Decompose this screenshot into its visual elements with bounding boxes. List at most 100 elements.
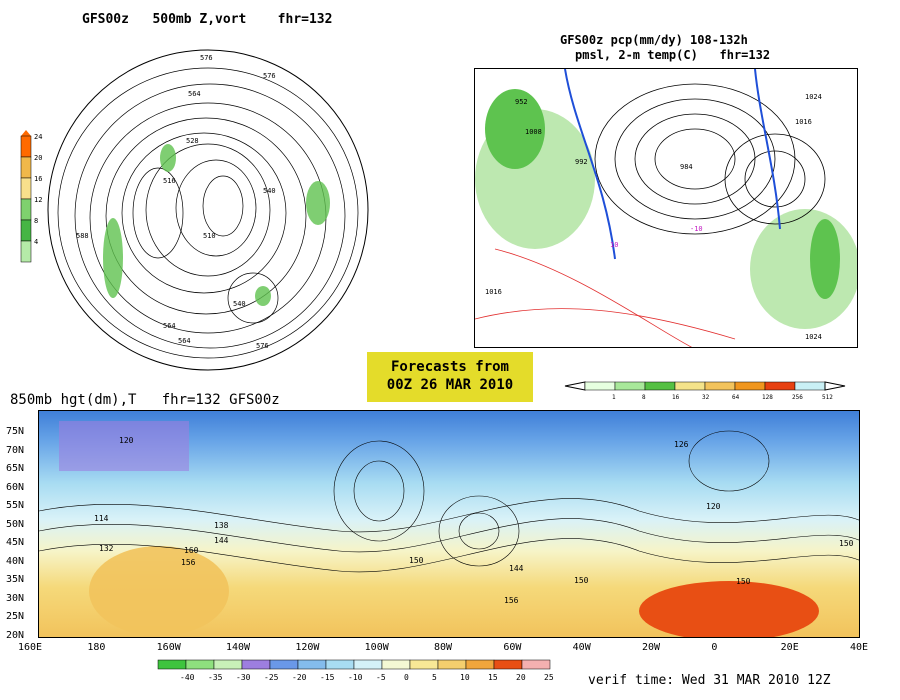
svg-text:952: 952 [515, 98, 528, 106]
colorbar-850mb-swatch [213, 659, 243, 670]
colorbar-500mb-tick: 20 [34, 154, 42, 162]
svg-text:-10: -10 [690, 225, 703, 233]
svg-text:1016: 1016 [795, 118, 812, 126]
svg-text:160: 160 [184, 546, 199, 555]
svg-text:150: 150 [574, 576, 589, 585]
colorbar-850mb-swatch [521, 659, 551, 670]
lon-label: 160E [18, 642, 43, 653]
colorbar-850mb-tick: -30 [236, 673, 251, 682]
lon-label: 100W [364, 642, 389, 653]
colorbar-850mb-tick: 5 [432, 673, 437, 682]
colorbar-precip-tick: 128 [762, 394, 773, 401]
lat-label: 25N [6, 611, 25, 622]
svg-text:528: 528 [186, 137, 199, 145]
panel-850mb-map: 120 114 132 138 144 160 156 150 144 156 … [38, 410, 860, 638]
colorbar-precip-tick: 1 [612, 394, 616, 401]
colorbar-precip-swatch [614, 381, 646, 391]
svg-text:564: 564 [163, 322, 176, 330]
svg-text:156: 156 [181, 558, 196, 567]
colorbar-500mb-swatch [20, 219, 32, 242]
colorbar-precip-swatch [584, 381, 616, 391]
colorbar-850mb-swatch [493, 659, 523, 670]
panel-precip-title-1: GFS00z pcp(mm/dy) 108-132h [560, 33, 748, 47]
svg-text:984: 984 [680, 163, 693, 171]
lat-label: 65N [6, 463, 25, 474]
colorbar-precip-tick: 16 [672, 394, 680, 401]
colorbar-precip-tick: 512 [822, 394, 833, 401]
lon-label: 60W [503, 642, 522, 653]
svg-text:576: 576 [263, 72, 276, 80]
svg-text:992: 992 [575, 158, 588, 166]
lon-axis: 160E 180 160W 140W 120W 100W 80W 60W 40W 20W 0 20E 4… [18, 642, 868, 656]
colorbar-850mb-tick: 15 [488, 673, 498, 682]
colorbar-500mb-swatch [20, 240, 32, 263]
lat-label: 30N [6, 592, 25, 604]
colorbar-850mb-swatch [465, 659, 495, 670]
panel-precip-colorbar: 1 8 16 32 64 128 256 512 [563, 380, 853, 402]
lat-label: 40N [6, 555, 25, 567]
colorbar-850mb-tick: 20 [516, 673, 526, 682]
lon-label: 20E [780, 642, 799, 653]
panel-precip-title-2: pmsl, 2-m temp(C) fhr=132 [575, 48, 771, 62]
lon-label: 180 [87, 642, 106, 653]
svg-text:540: 540 [233, 300, 246, 308]
colorbar-850mb-tick: -10 [348, 673, 363, 682]
lon-label: 140W [226, 642, 251, 653]
colorbar-500mb-swatch [20, 177, 32, 200]
colorbar-850mb-swatch [381, 659, 411, 670]
lat-label: 55N [6, 500, 25, 511]
panel-500mb-title: GFS00z 500mb Z,vort fhr=132 [82, 12, 333, 27]
panel-500mb-contour-labels: 576 576 564 528 516 510 540 540 564 564 … [76, 54, 276, 350]
colorbar-precip-tick: 256 [792, 394, 803, 401]
lon-label: 20W [642, 642, 661, 653]
lon-label: 80W [434, 642, 453, 653]
svg-text:576: 576 [256, 342, 269, 350]
colorbar-850mb-tick: 10 [460, 673, 470, 682]
colorbar-precip-swatch [704, 381, 736, 391]
svg-text:156: 156 [504, 596, 519, 605]
lat-label: 70N [6, 444, 25, 456]
svg-text:120: 120 [119, 436, 134, 445]
colorbar-850mb-tick: 0 [404, 673, 409, 682]
panel-850mb-labels: 120 114 132 138 144 160 156 150 144 156 … [94, 436, 854, 605]
svg-text:150: 150 [736, 577, 751, 586]
colorbar-500mb-tick: 24 [34, 133, 42, 141]
svg-text:138: 138 [214, 521, 229, 530]
forecast-line2: 00Z 26 MAR 2010 [386, 377, 514, 393]
svg-text:1024: 1024 [805, 333, 822, 341]
colorbar-500mb-tick: 16 [34, 175, 42, 183]
svg-text:516: 516 [163, 177, 176, 185]
colorbar-precip-tick: 32 [702, 394, 710, 401]
colorbar-precip-swatch [644, 381, 676, 391]
colorbar-500mb-swatch [20, 156, 32, 179]
lat-label: 60N [6, 481, 25, 493]
lon-label: 160W [156, 642, 181, 653]
svg-text:10: 10 [610, 241, 618, 249]
lon-label: 0 [711, 642, 718, 653]
svg-text:126: 126 [674, 440, 689, 449]
svg-text:510: 510 [203, 232, 216, 240]
colorbar-precip-tick: 8 [642, 394, 646, 401]
panel-500mb-map: 576 576 564 528 516 510 540 540 564 564 … [47, 49, 369, 371]
colorbar-precip-arrow-right [824, 381, 846, 391]
lon-label: 40E [850, 642, 869, 653]
lat-label: 50N [6, 518, 25, 530]
colorbar-850mb-swatch [353, 659, 383, 670]
lat-label: 75N [6, 426, 25, 437]
colorbar-500mb-tick: 12 [34, 196, 42, 204]
panel-500mb-colorbar: 24 20 16 12 8 4 [16, 130, 52, 265]
lon-label: 40W [572, 642, 591, 653]
colorbar-precip-swatch [734, 381, 766, 391]
svg-text:114: 114 [94, 514, 109, 523]
colorbar-850mb-tick: -35 [208, 673, 223, 682]
lat-label: 45N [6, 537, 25, 548]
colorbar-500mb-swatch [20, 198, 32, 221]
colorbar-precip-swatch [764, 381, 796, 391]
lat-label: 20N [6, 629, 25, 641]
colorbar-850mb-tick: -5 [376, 673, 386, 682]
verif-time: verif time: Wed 31 MAR 2010 12Z [588, 673, 831, 688]
svg-text:150: 150 [839, 539, 854, 548]
colorbar-850mb-swatch [325, 659, 355, 670]
panel-precip-labels: 952 1008 992 984 1016 1024 1016 1024 10 … [485, 93, 822, 341]
svg-text:576: 576 [200, 54, 213, 62]
